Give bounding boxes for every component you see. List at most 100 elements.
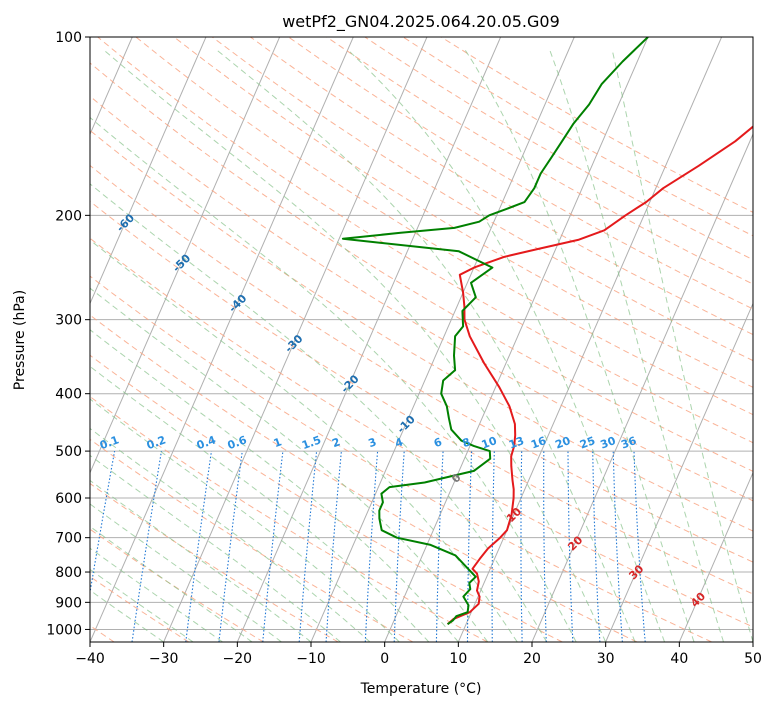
dry-adiabat-line [90,396,488,642]
dry-adiabat-label: -10 [395,412,418,435]
mixing-ratio-label: 16 [529,434,548,452]
dry-adiabat-line [135,37,753,416]
dewpoint-profile-line [341,37,649,626]
moist-adiabat-line [90,503,282,642]
mixing-ratio-line [262,451,284,642]
isotherm-line [384,37,649,642]
mixing-ratio-label: 2 [330,435,342,450]
x-tick-label: 40 [670,651,688,667]
x-tick-label: 20 [523,651,541,667]
mixing-ratio-line [567,451,574,642]
dry-adiabat-line [90,482,339,642]
dry-adiabat-line [90,528,264,642]
mixing-ratio-label: 0.6 [226,433,249,452]
temperature-profile-line [446,125,753,625]
x-tick-label: 0 [380,651,389,667]
moist-adiabat-line [102,49,607,642]
y-tick-label: 1000 [46,622,82,638]
moist-adiabat-line [215,49,636,642]
moist-adiabat-line [549,49,724,642]
y-tick-label: 100 [55,30,82,46]
dry-adiabat-line [90,200,753,595]
moist-adiabat-line [90,239,518,642]
x-axis-label: Temperature (°C) [360,681,482,697]
axes: −40 −30 −20 −10 0 10 20 30 40 5010020030040050060… [46,30,762,667]
mixing-ratio-label: 20 [553,434,572,452]
isotherm-line [163,37,428,642]
x-tick-label: −30 [149,651,179,667]
moist-adiabat-line [90,547,223,642]
profile-series [341,37,753,626]
moist-adiabat-line [90,287,489,642]
dry-adiabat-label: -60 [114,211,137,234]
mixing-ratio-line [543,451,547,642]
mixing-ratio-line [520,451,523,642]
dry-adiabat-line [90,438,414,642]
mixing-ratio-line [435,451,444,642]
mixing-ratio-label: 13 [507,434,526,451]
dry-adiabat-label: -50 [170,251,193,274]
isotherm-line [678,471,753,642]
x-tick-label: 10 [449,651,467,667]
mixing-ratio-label: 0.2 [145,433,168,452]
mixing-ratio-label: 3 [367,435,379,450]
dry-adiabat-line [90,164,753,563]
mixing-ratio-label: 10 [480,434,499,452]
moist-adiabat-line [90,398,400,642]
mixing-ratio-label: 1.5 [300,433,323,452]
plot-frame [89,36,754,643]
dry-adiabat-line [90,275,712,642]
dry-adiabat-line [90,129,753,532]
isotherm-line [752,640,753,642]
mixing-ratio-line [218,451,243,642]
moist-adiabat-line [90,479,312,642]
mixing-ratio-line [466,451,473,642]
mixing-ratio-line [90,451,116,596]
isobar-isotherm-grid [90,37,753,642]
moist-adiabat-label: 30 [626,562,646,582]
mixing-ratio-line [592,451,601,642]
dry-adiabat-line [90,62,753,472]
dry-adiabat-label: -80 [2,131,25,154]
mixing-ratio-line [298,451,318,642]
x-tick-label: −40 [75,651,105,667]
dry-adiabat-line [173,37,753,388]
moist-adiabat-line [90,427,371,642]
isotherm-line [90,37,354,642]
dry-adiabat-label: -40 [226,292,249,315]
y-tick-label: 900 [55,595,82,611]
isotherm-line [90,37,281,474]
moist-adiabat-line [90,183,548,642]
y-tick-label: 300 [55,313,82,329]
dry-adiabat-line [90,354,563,642]
x-tick-label: −20 [223,651,253,667]
mixing-ratio-line [612,451,623,642]
mixing-ratio-line [185,451,213,642]
chart-title: wetPf2_GN04.2025.064.20.05.G09 [282,12,560,32]
mixing-ratio-label: 36 [619,434,638,452]
mixing-ratio-label: 30 [599,434,618,452]
mixing-ratio-lines [90,451,646,642]
y-tick-label: 500 [55,444,82,460]
mixing-ratio-label: 8 [461,435,473,450]
mixing-ratio-line [364,451,379,642]
dry-adiabat-line [90,95,753,502]
moist-adiabat-line [347,49,666,642]
moist-adiabat-line [90,454,341,642]
mixing-ratio-label: 6 [432,435,444,450]
dry-adiabat-label: -20 [338,372,361,395]
moist-adiabat-line [464,49,695,642]
mixing-ratio-line [393,451,405,642]
dry-adiabat-line [90,237,753,628]
dry-adiabat-line [90,575,190,642]
mixing-ratio-label: 25 [578,434,597,451]
x-tick-label: 50 [744,651,762,667]
moist-adiabats [90,49,753,642]
plot-area: 0.10.20.40.611.52346810131620253036-100-… [2,37,753,642]
mixing-ratio-label: 1 [272,435,284,450]
moist-adiabat-line [611,49,753,642]
dry-adiabat-line [90,314,638,642]
dry-adiabat-line [97,37,753,444]
mixing-ratio-line [633,451,646,642]
isotherm-line [90,37,207,305]
